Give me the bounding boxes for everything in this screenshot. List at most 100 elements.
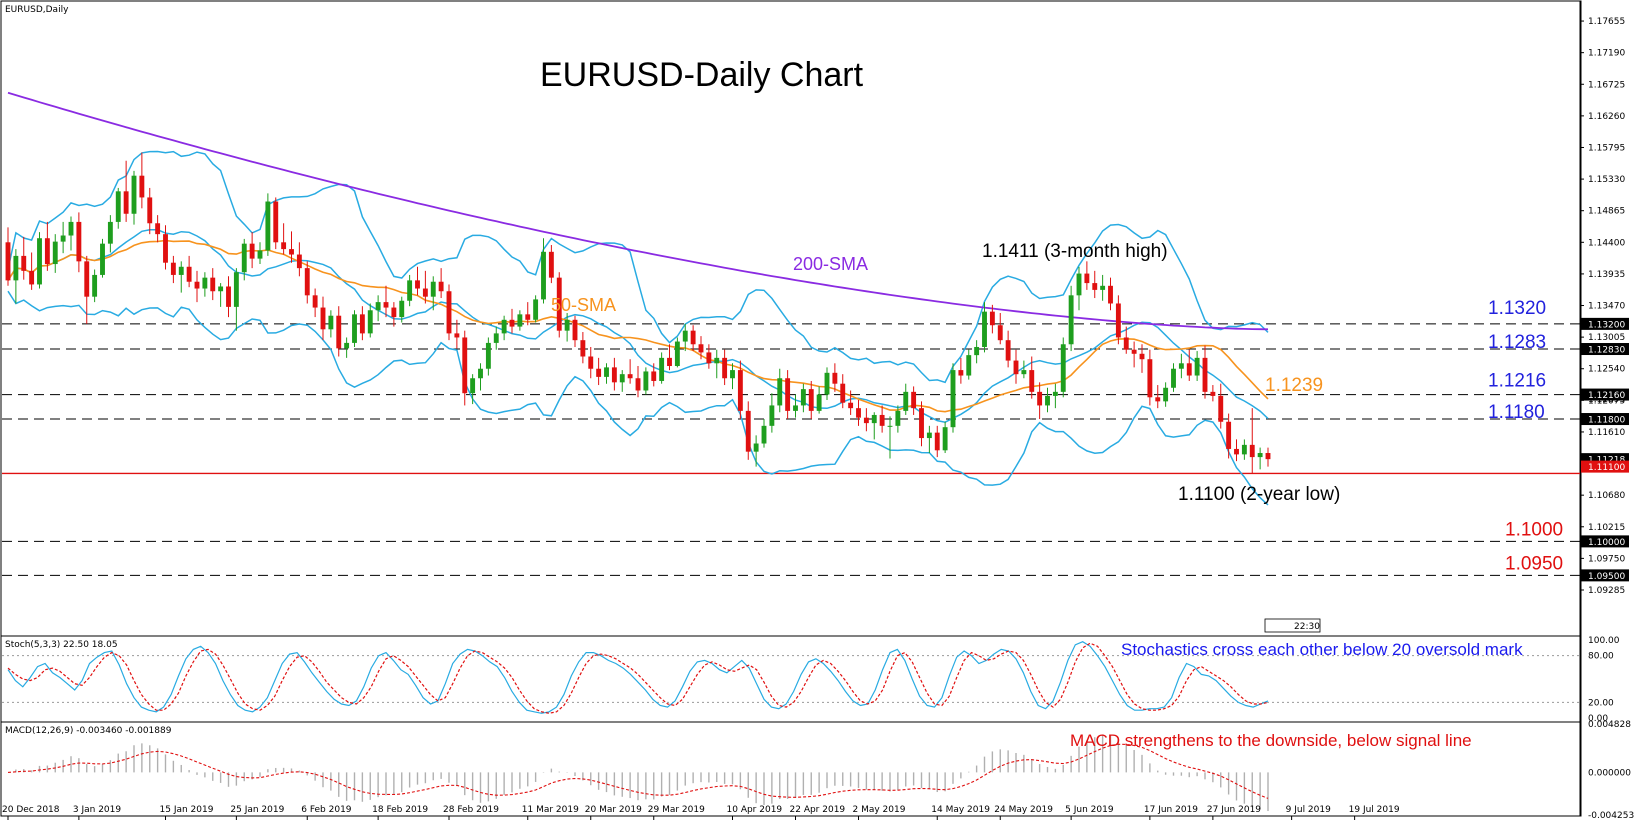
candle-body (564, 319, 570, 331)
candle-body (194, 281, 200, 289)
x-tick-label: 5 Jun 2019 (1065, 805, 1114, 815)
candle-body (871, 414, 877, 424)
price-tags: 1.132001.128301.121601.118001.112181.111… (1581, 317, 1629, 582)
candle-body (155, 223, 161, 235)
candle-body (1155, 397, 1161, 402)
price-tick-label: 1.13935 (1588, 270, 1625, 280)
candle-body (391, 307, 397, 318)
price-tag-label: 1.12160 (1588, 391, 1625, 401)
candle-body (800, 389, 806, 406)
candle-body (210, 277, 216, 292)
candle-body (1218, 395, 1224, 422)
price-tick-label: 1.16725 (1588, 80, 1625, 90)
candle-body (966, 355, 972, 376)
price-tag-label: 1.13200 (1588, 320, 1625, 330)
price-tag-label: 1.11800 (1588, 416, 1625, 426)
candle-body (722, 357, 728, 379)
x-tick-label: 6 Feb 2019 (301, 805, 352, 815)
price-tag-label: 1.12830 (1588, 346, 1625, 356)
candle-body (163, 234, 168, 263)
stochastic-panel: 100.00 80.00 20.00 0.00 (2, 636, 1620, 724)
candle-body (895, 410, 901, 426)
candle-body (218, 286, 224, 292)
candle-body (903, 391, 909, 411)
price-tick-label: 1.10680 (1588, 491, 1625, 501)
bollinger-middle (7, 228, 1269, 423)
price-tick-label: 1.17655 (1588, 17, 1625, 27)
candle-body (52, 241, 58, 265)
price-tick-label: 1.17190 (1588, 49, 1625, 59)
candle-body (769, 405, 775, 426)
sma50-value-label: 1.1239 (1265, 375, 1323, 396)
price-tick-label: 1.13005 (1588, 333, 1625, 343)
candle-body (572, 319, 578, 341)
candle-body (123, 191, 129, 214)
price-tag-box (1581, 317, 1629, 330)
candle-body (863, 417, 869, 424)
candle-body (525, 314, 531, 320)
candle-body (375, 302, 381, 311)
candle-body (1005, 340, 1011, 361)
candle-body (588, 356, 594, 369)
candle-body (430, 281, 436, 297)
x-tick-label: 29 Mar 2019 (648, 805, 705, 815)
candle-body (100, 243, 105, 275)
clock-box: 22:30 (1264, 618, 1321, 633)
candle-body (399, 300, 405, 318)
candle-body (383, 302, 389, 308)
candle-body (1178, 363, 1184, 369)
candle-body (29, 270, 35, 285)
stoch-header: Stoch(5,3,3) 22.50 18.05 (5, 640, 118, 650)
candle-body (289, 249, 294, 255)
candle-body (21, 255, 27, 271)
candle-body (989, 311, 995, 326)
candle-body (107, 221, 113, 244)
candle-body (761, 425, 767, 444)
level-label: 1.1000 (1505, 519, 1563, 540)
price-tag-box (1581, 460, 1629, 473)
price-tick-label: 1.09285 (1588, 586, 1625, 596)
price-tag-box (1581, 388, 1629, 401)
candle-body (785, 378, 791, 411)
candle-body (816, 394, 822, 411)
sma200-label: 200-SMA (793, 254, 868, 274)
price-tick-label: 1.09750 (1588, 554, 1625, 564)
price-tick-label: 1.13470 (1588, 302, 1625, 312)
candle-body (478, 368, 483, 379)
candle-body (304, 268, 310, 296)
candle-body (1045, 395, 1050, 406)
candle-body (745, 410, 751, 452)
candle-body (1021, 370, 1027, 375)
candle-body (5, 242, 11, 281)
candle-body (1084, 273, 1090, 284)
candle-body (493, 333, 499, 343)
candle-body (359, 314, 365, 334)
clock-label: 22:30 (1294, 622, 1320, 632)
candle-body (690, 330, 696, 345)
candle-body (1171, 368, 1176, 388)
x-tick-label: 19 Jul 2019 (1349, 805, 1400, 815)
candle-body (1147, 359, 1153, 398)
candle-body (714, 357, 720, 364)
candle-body (793, 405, 798, 411)
price-tick-label: 1.12075 (1588, 396, 1625, 406)
moving-averages (7, 91, 1269, 413)
price-tick-label: 1.10215 (1588, 523, 1625, 533)
candle-body (1115, 303, 1121, 338)
candle-body (186, 266, 192, 282)
candle-body (1037, 391, 1043, 406)
candle-body (147, 197, 153, 224)
candle-body (596, 368, 602, 377)
x-tick-label: 28 Feb 2019 (443, 805, 499, 815)
candle-body (1108, 285, 1113, 304)
level-label: 1.0950 (1505, 553, 1563, 574)
x-tick-label: 2 May 2019 (853, 805, 906, 815)
candle-body (1013, 360, 1019, 375)
candle-body (832, 372, 838, 384)
price-tick-label: 1.15330 (1588, 175, 1625, 185)
candle-body (1241, 444, 1247, 455)
candle-body (1052, 391, 1058, 396)
candle-body (517, 314, 523, 327)
candle-body (808, 389, 814, 411)
x-tick-label: 15 Jan 2019 (160, 805, 214, 815)
